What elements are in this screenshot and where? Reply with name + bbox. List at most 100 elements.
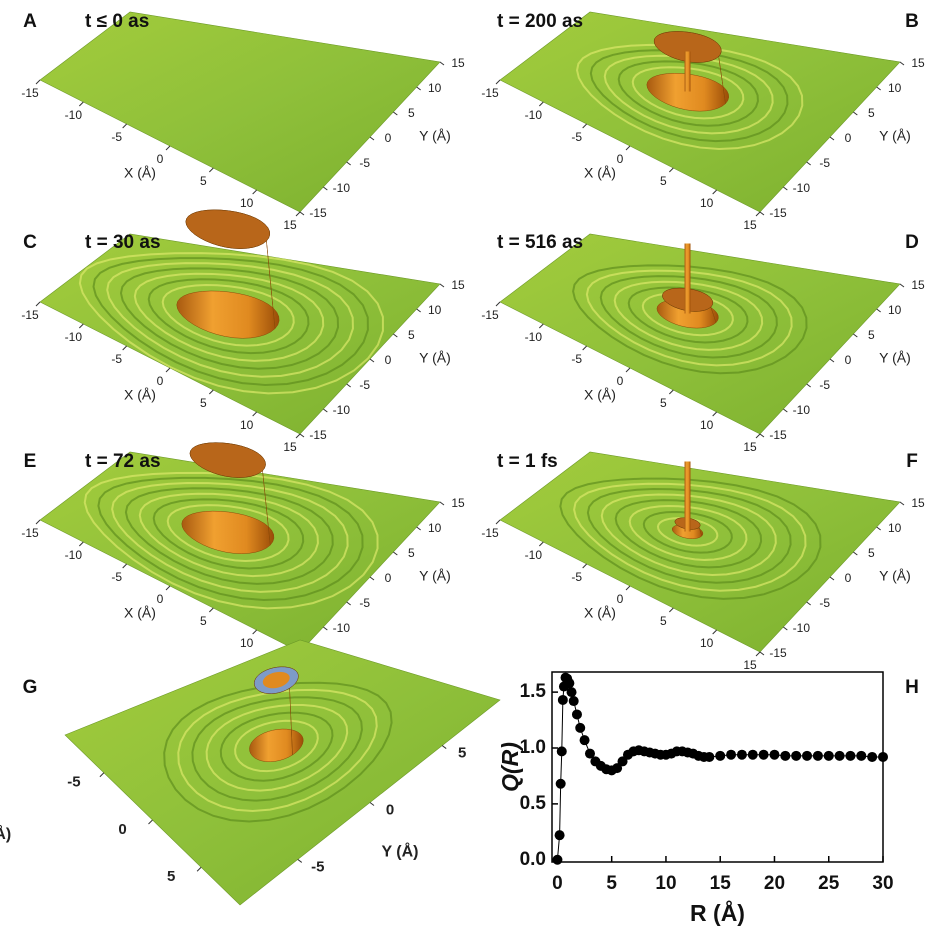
x-tick-label: -10 [525,330,543,344]
y-tick-label: 10 [888,521,902,535]
x-axis-label: X (Å) [584,387,616,403]
x-tick-label: -15 [481,86,499,100]
x-tick-label: 0 [617,374,624,388]
x-tick-label: 0 [157,592,164,606]
y-tick [783,627,787,630]
x-tick [713,630,717,634]
data-point [759,750,769,760]
y-tick-label: 5 [868,106,875,120]
panel-letter: F [906,451,918,472]
y-tick-label: 15 [451,56,465,70]
data-point [564,678,574,688]
y-tick [853,112,857,115]
x-axis-label: X (Å) [124,605,156,621]
data-point [878,752,888,762]
y-tick [347,162,351,165]
y-tick [807,162,811,165]
x-tick-label: -5 [111,352,122,366]
x-tick [539,324,543,328]
x-tick-label: 15 [283,218,297,232]
y-tick-label: -5 [359,378,370,392]
x-tick-label: 0 [118,821,126,838]
y-tick-label: 15 [911,56,925,70]
y-tick-label: -5 [359,156,370,170]
y-tick-label: 0 [386,801,394,818]
y-tick [783,187,787,190]
panel-letter: C [23,232,37,253]
x-tick [197,867,201,871]
x-tick [209,608,213,612]
y-tick-label: 0 [385,571,392,585]
y-tick [370,577,374,580]
y-tick [300,212,304,215]
y-tick [440,284,444,287]
x-tick-label: 10 [655,873,676,894]
panel-title: t = 72 as [85,451,161,472]
data-point [748,750,758,760]
x-tick-label: -5 [111,570,122,584]
data-point [557,746,567,756]
data-point [715,751,725,761]
y-tick [300,434,304,437]
y-tick [440,62,444,65]
y-tick [760,434,764,437]
x-tick [166,146,170,150]
y-tick [830,137,834,140]
y-tick-label: -10 [333,403,351,417]
y-tick [442,746,446,749]
data-point [824,751,834,761]
x-tick [496,302,500,306]
y-tick [760,212,764,215]
y-tick-label: 15 [451,496,465,510]
surface-spike [685,52,691,92]
y-tick-label: 10 [888,303,902,317]
y-axis-label: Y (Å) [381,842,418,861]
y-axis-label: Y (Å) [419,350,451,366]
x-tick [209,390,213,394]
data-point [575,723,585,733]
y-tick [877,309,881,312]
panel-letter: H [905,677,919,698]
data-point [835,751,845,761]
y-tick-label: 10 [428,303,442,317]
data-point [769,750,779,760]
y-tick [323,187,327,190]
y-tick-label: -10 [333,621,351,635]
x-tick-label: 0 [552,873,563,894]
x-tick-label: 5 [660,396,667,410]
x-tick [583,346,587,350]
y-tick-label: -15 [769,428,787,442]
x-tick-label: 30 [872,873,893,894]
y-tick-label: 5 [408,106,415,120]
y-tick-label: 1.5 [520,681,547,702]
x-axis-label: X (Å) [124,387,156,403]
data-point [552,855,562,865]
x-tick [626,368,630,372]
x-tick [123,124,127,128]
x-tick-label: -15 [481,308,499,322]
panel-title: t = 30 as [85,232,161,253]
x-tick [626,586,630,590]
y-tick [853,552,857,555]
y-tick [417,309,421,312]
y-tick-label: 5 [408,328,415,342]
x-tick [166,586,170,590]
x-tick [496,520,500,524]
x-tick [296,434,300,438]
x-tick-label: 10 [240,196,254,210]
x-tick [713,190,717,194]
x-tick [253,190,257,194]
y-tick-label: 5 [458,745,466,762]
x-tick-label: 10 [240,636,254,650]
x-tick [149,820,153,824]
y-tick-label: -5 [819,156,830,170]
x-tick-label: -15 [21,526,39,540]
surface-spike [685,462,691,532]
y-tick-label: -15 [769,206,787,220]
x-tick-label: -5 [111,130,122,144]
y-tick [440,502,444,505]
x-tick-label: 10 [700,636,714,650]
y-tick-label: 10 [428,521,442,535]
